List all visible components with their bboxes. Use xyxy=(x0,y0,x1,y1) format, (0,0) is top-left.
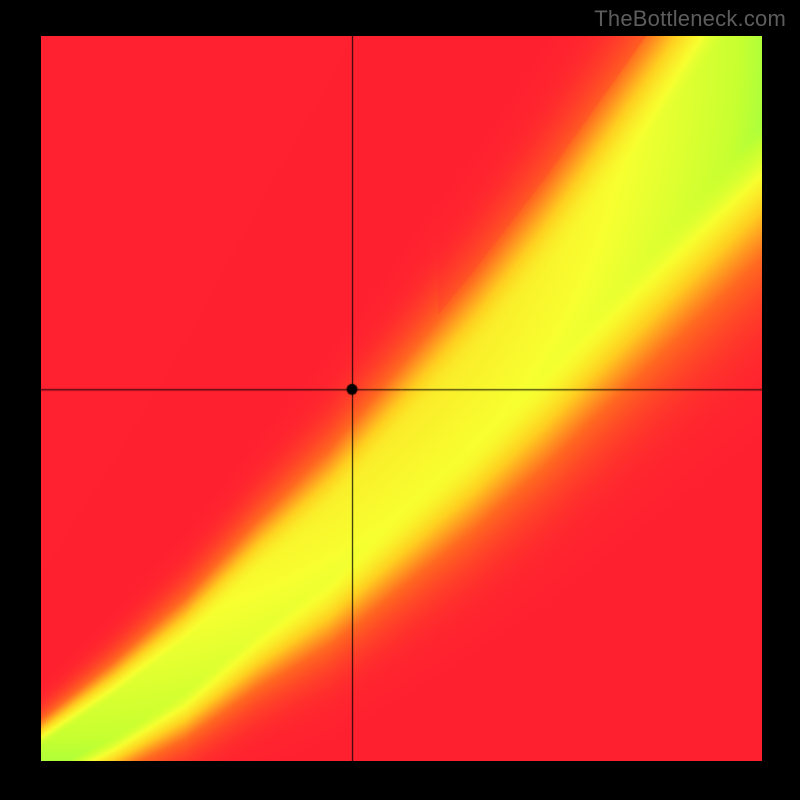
watermark-text: TheBottleneck.com xyxy=(594,6,786,32)
crosshair-overlay xyxy=(41,36,762,761)
chart-container: TheBottleneck.com xyxy=(0,0,800,800)
